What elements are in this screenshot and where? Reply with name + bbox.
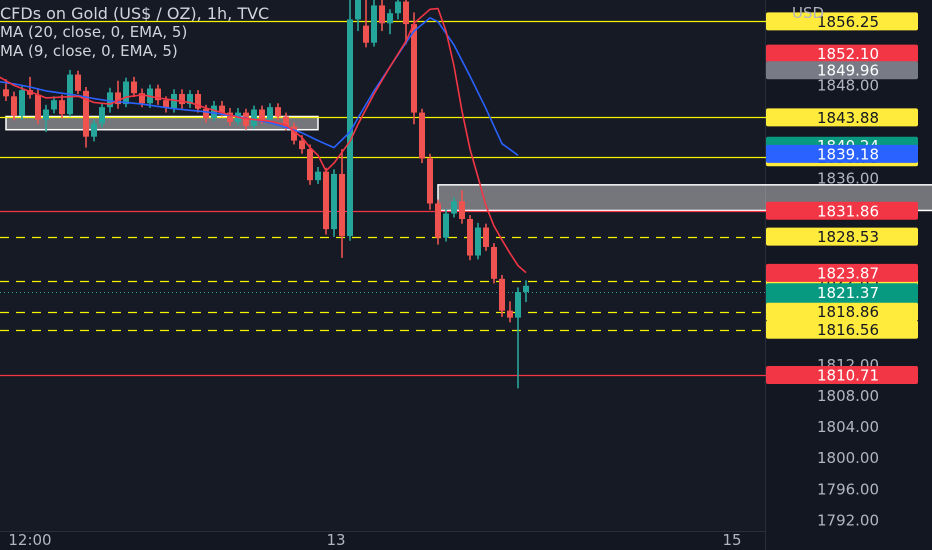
candlestick — [11, 91, 17, 121]
price-tick-label: 1800.00 — [817, 449, 879, 467]
symbol-title[interactable]: CFDs on Gold (US$ / OZ), 1h, TVC — [0, 4, 270, 23]
candlestick — [67, 69, 73, 117]
time-tick-label: 15 — [722, 531, 741, 549]
candlestick — [515, 287, 521, 389]
candlestick — [483, 223, 489, 251]
candlestick — [131, 76, 137, 98]
candlestick — [427, 153, 433, 210]
time-scale-background[interactable] — [0, 532, 932, 550]
candlestick — [323, 167, 329, 235]
indicator-ma-9-label[interactable]: MA (9, close, 0, EMA, 5) — [0, 42, 178, 60]
candlestick — [51, 96, 57, 114]
price-tick-label: 1808.00 — [817, 387, 879, 405]
svg-text:1839.18: 1839.18 — [817, 145, 879, 163]
candlestick — [459, 190, 465, 224]
ma-20-line — [0, 17, 519, 156]
level-price-tag[interactable]: 1818.86 — [766, 302, 918, 322]
svg-text:1818.86: 1818.86 — [817, 303, 879, 321]
candlestick — [227, 107, 233, 126]
level-price-tag[interactable]: 1856.25 — [766, 12, 918, 31]
candlestick — [43, 104, 49, 133]
candlestick — [475, 222, 481, 260]
price-tick-label: 1804.00 — [817, 418, 879, 436]
time-axis-ticks: 12:00 13 15 — [8, 531, 741, 549]
svg-text:1843.88: 1843.88 — [817, 109, 879, 127]
candlestick — [363, 0, 369, 48]
candlestick — [155, 84, 161, 105]
candlestick — [467, 215, 473, 261]
candlestick — [275, 103, 281, 121]
moving-averages-layer — [0, 7, 527, 274]
candlestick — [99, 103, 105, 128]
price-tick-label: 1796.00 — [817, 480, 879, 498]
level-price-tag[interactable]: 1831.86 — [766, 201, 918, 221]
candlestick — [387, 9, 393, 35]
level-price-tag[interactable]: 1828.53 — [766, 227, 918, 247]
ma-9-line — [0, 7, 527, 274]
indicator-price-tag[interactable]: 1839.18 — [766, 144, 918, 164]
candlestick — [371, 0, 377, 47]
svg-text:1849.96: 1849.96 — [817, 62, 879, 80]
level-price-tag[interactable]: 1816.56 — [766, 320, 918, 340]
candlestick — [179, 89, 185, 109]
candlestick — [443, 208, 449, 242]
candlestick — [291, 122, 297, 145]
candlestick — [91, 119, 97, 142]
candlestick — [75, 70, 81, 94]
svg-text:1852.10: 1852.10 — [817, 45, 879, 63]
candlestick — [115, 80, 121, 109]
candlestick — [59, 94, 65, 119]
candlestick — [451, 197, 457, 218]
indicator-ma-20-label[interactable]: MA (20, close, 0, EMA, 5) — [0, 23, 188, 41]
candlestick — [355, 0, 361, 32]
time-tick-label: 13 — [326, 531, 345, 549]
candlestick — [403, 0, 409, 45]
svg-text:1821.37: 1821.37 — [817, 284, 879, 302]
candlestick — [315, 166, 321, 185]
price-tick-label: 1836.00 — [817, 170, 879, 188]
svg-text:1810.71: 1810.71 — [817, 367, 879, 385]
svg-text:1823.87: 1823.87 — [817, 264, 879, 282]
candlestick — [379, 0, 385, 32]
price-tags-layer: 1856.251843.881838.751831.861828.531822.… — [766, 12, 918, 385]
svg-text:1816.56: 1816.56 — [817, 321, 879, 339]
candlestick — [187, 90, 193, 108]
candlestick — [331, 169, 337, 237]
candlestick — [267, 103, 273, 123]
candlestick — [107, 87, 113, 113]
price-tick-label: 1792.00 — [817, 511, 879, 529]
candlestick — [507, 301, 513, 323]
candlestick — [195, 90, 201, 113]
indicator-price-tag[interactable]: 1823.87 — [766, 263, 918, 283]
candlestick — [499, 274, 505, 317]
candlestick — [523, 280, 529, 303]
chart-legend: CFDs on Gold (US$ / OZ), 1h, TVC MA (20,… — [0, 4, 269, 61]
level-price-tag[interactable]: 1843.88 — [766, 108, 918, 127]
candlestick — [307, 144, 313, 185]
candlestick — [491, 243, 497, 284]
candlestick — [419, 108, 425, 164]
candlestick — [395, 0, 401, 20]
candlestick — [347, 0, 353, 241]
candlestick — [19, 85, 25, 120]
time-tick-label: 12:00 — [8, 531, 51, 549]
svg-text:1856.25: 1856.25 — [817, 13, 879, 31]
level-price-tag[interactable]: 1810.71 — [766, 366, 918, 385]
price-axis-ticks: 1848.001836.001812.001808.001804.001800.… — [817, 76, 879, 529]
candlestick — [251, 105, 257, 129]
indicator-price-tag[interactable]: 1849.96 — [766, 61, 918, 80]
price-tick-label: 1848.00 — [817, 76, 879, 94]
currency-label[interactable]: USD — [792, 4, 824, 22]
indicator-price-tag[interactable]: 1852.10 — [766, 44, 918, 64]
candlestick — [435, 199, 441, 245]
svg-text:1828.53: 1828.53 — [817, 228, 879, 246]
svg-text:1831.86: 1831.86 — [817, 202, 879, 220]
candlestick — [339, 149, 345, 258]
